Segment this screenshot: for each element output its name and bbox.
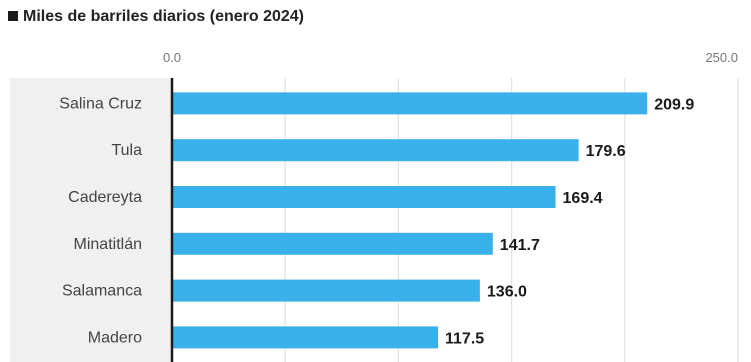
bar [172,186,556,208]
x-tick-label: 0.0 [163,50,181,65]
category-label: Salina Cruz [59,95,142,112]
chart-subtitle-text: Miles de barriles diarios (enero 2024) [23,8,305,25]
category-label: Tula [111,142,142,159]
value-label: 141.7 [500,237,540,254]
category-label: Cadereyta [68,189,142,206]
bar [172,92,648,115]
category-label-panel [10,78,172,362]
category-label: Minatitlán [74,236,142,253]
x-tick-label: 250.0 [705,50,738,65]
value-label: 169.4 [563,190,603,207]
category-label: Salamanca [62,283,142,300]
bar [172,139,579,162]
value-label: 117.5 [445,330,484,347]
category-label: Madero [88,329,142,346]
value-label: 136.0 [487,284,527,301]
value-label: 179.6 [586,143,626,160]
chart-subtitle: Miles de barriles diarios (enero 2024) [8,8,304,26]
bar [172,279,480,302]
bar [172,326,439,349]
value-label: 209.9 [654,96,694,113]
subtitle-marker-icon [8,11,18,21]
bar [172,232,493,255]
